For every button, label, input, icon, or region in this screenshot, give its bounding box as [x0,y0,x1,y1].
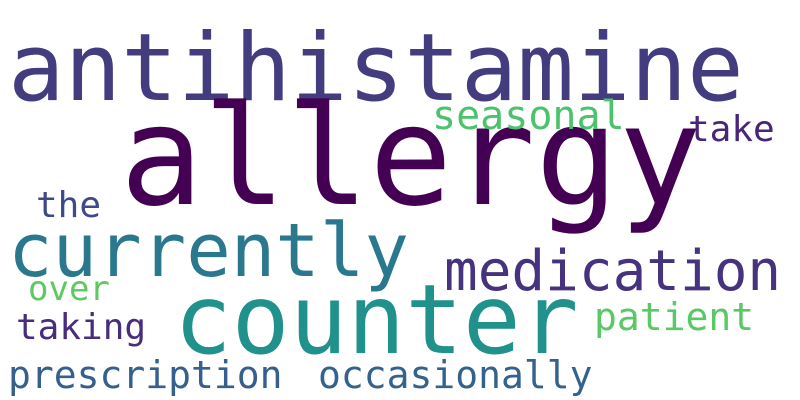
word-patient: patient [594,295,755,339]
word-the: the [36,185,102,226]
word-currently: currently [8,208,409,294]
word-prescription: prescription [8,353,283,397]
word-antihistamine: antihistamine [8,14,744,123]
word-seasonal: seasonal [432,93,625,139]
word-take: take [688,109,775,150]
word-over: over [28,269,110,309]
word-allergy: allergy [120,76,702,237]
word-medication: medication [444,239,782,304]
word-occasionally: occasionally [318,353,593,397]
word-counter: counter [174,264,579,376]
word-taking: taking [16,307,147,348]
